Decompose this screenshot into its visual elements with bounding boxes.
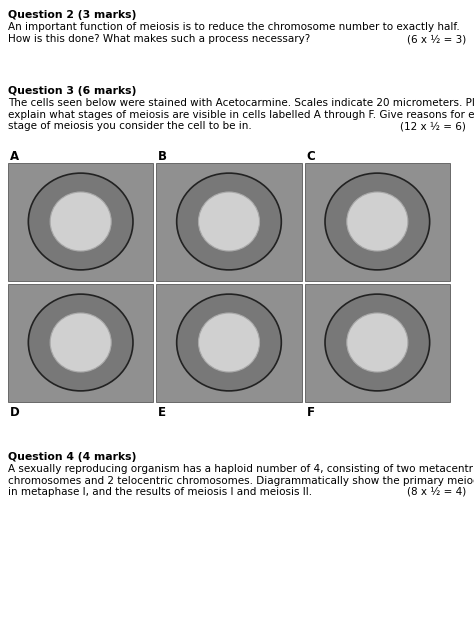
Ellipse shape	[325, 294, 429, 391]
Ellipse shape	[199, 192, 260, 251]
Text: F: F	[307, 406, 315, 418]
Text: Question 2 (3 marks): Question 2 (3 marks)	[8, 10, 137, 20]
Ellipse shape	[50, 192, 111, 251]
Ellipse shape	[177, 173, 282, 270]
Bar	[8, 163, 153, 280]
Text: chromosomes and 2 telocentric chromosomes. Diagrammatically show the primary mei: chromosomes and 2 telocentric chromosome…	[8, 476, 474, 485]
Text: Question 4 (4 marks): Question 4 (4 marks)	[8, 452, 137, 462]
Text: in metaphase I, and the results of meiosis I and meiosis II.: in metaphase I, and the results of meios…	[8, 487, 312, 497]
Text: An important function of meiosis is to reduce the chromosome number to exactly h: An important function of meiosis is to r…	[8, 22, 460, 32]
Text: How is this done? What makes such a process necessary?: How is this done? What makes such a proc…	[8, 34, 310, 44]
Ellipse shape	[199, 313, 260, 372]
Bar	[156, 163, 301, 280]
Text: D: D	[10, 406, 20, 418]
Text: (12 x ½ = 6): (12 x ½ = 6)	[400, 121, 466, 131]
Text: C: C	[307, 150, 315, 163]
Ellipse shape	[28, 173, 133, 270]
Text: stage of meiosis you consider the cell to be in.: stage of meiosis you consider the cell t…	[8, 121, 252, 131]
Text: Question 3 (6 marks): Question 3 (6 marks)	[8, 86, 137, 96]
Ellipse shape	[50, 313, 111, 372]
Ellipse shape	[177, 294, 282, 391]
Text: A sexually reproducing organism has a haploid number of 4, consisting of two met: A sexually reproducing organism has a ha…	[8, 464, 474, 474]
Text: A: A	[10, 150, 19, 163]
Text: The cells seen below were stained with Acetocarmine. Scales indicate 20 micromet: The cells seen below were stained with A…	[8, 98, 474, 108]
Text: (8 x ½ = 4): (8 x ½ = 4)	[407, 487, 466, 497]
Ellipse shape	[28, 294, 133, 391]
Bar	[305, 284, 450, 401]
Text: E: E	[158, 406, 166, 418]
Ellipse shape	[347, 192, 408, 251]
Text: explain what stages of meiosis are visible in cells labelled A through F. Give r: explain what stages of meiosis are visib…	[8, 110, 474, 120]
Bar	[305, 163, 450, 280]
Text: B: B	[158, 150, 167, 163]
Bar	[8, 284, 153, 401]
Text: (6 x ½ = 3): (6 x ½ = 3)	[407, 34, 466, 44]
Ellipse shape	[325, 173, 429, 270]
Ellipse shape	[347, 313, 408, 372]
Bar	[156, 284, 301, 401]
